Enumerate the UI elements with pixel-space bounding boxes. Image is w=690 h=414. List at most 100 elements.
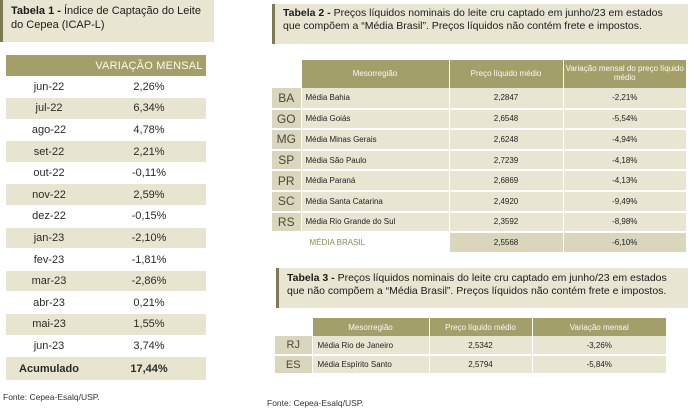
variation-cell: -5,84% [532,355,666,375]
month-cell: jun-23 [6,335,92,358]
variation-cell: -4,13% [563,170,686,192]
variation-cell: -4,94% [563,129,686,151]
variation-cell: 1,55% [92,313,206,336]
month-cell: fev-23 [6,248,92,271]
table-row: MG Média Minas Gerais 2,6248 -4,94% [272,129,686,151]
variation-cell: -4,18% [563,149,686,172]
price-cell: 2,5794 [429,355,533,375]
uf-badge: PR [272,170,302,192]
table3-header-price: Preço líquido médio [429,318,533,336]
total-uf-empty [272,232,302,254]
variation-cell: 4,78% [92,119,206,142]
table3-source: Fonte: Cepea-Esalq/USP. [267,398,364,408]
variation-cell: -5,54% [563,108,686,131]
table1-title: Tabela 1 - Índice de Captação do Leite d… [0,0,214,42]
price-cell: 2,3592 [449,211,564,234]
month-cell: dez-22 [6,205,92,228]
table1-header-row: VARIAÇÃO MENSAL [6,55,206,76]
month-cell: jul-22 [6,97,92,120]
total-variation: -6,10% [563,232,686,254]
region-name-cell: Média São Paulo [301,149,450,172]
table-row: jan-23 -2,10% [6,227,206,250]
variation-cell: 6,34% [92,97,206,120]
table1-header-variation: VARIAÇÃO MENSAL [92,55,206,76]
table3-header-variation: Variação mensal [532,318,666,336]
table2-header-row: Mesorregião Preço líquido médio Variação… [272,60,686,88]
month-cell: jun-22 [6,76,92,99]
table1: VARIAÇÃO MENSAL jun-22 2,26% jul-22 6,34% ag… [6,55,206,382]
table2-header-variation: Variação mensal do preço líquido médio [563,60,686,88]
uf-badge: GO [272,108,302,131]
table-row: RJ Média Rio de Janeiro 2,5342 -3,26% [275,336,666,356]
table2-header-empty [272,60,302,88]
table-row: jun-22 2,26% [6,76,206,99]
total-price: 2,5568 [449,232,564,254]
table-row: BA Média Bahia 2,2847 -2,21% [272,88,686,110]
table-row: SC Média Santa Catarina 2,4920 -9,49% [272,190,686,213]
table1-title-text: Índice de Captação do Leite do Cepea (IC… [11,5,201,32]
variation-cell: -2,86% [92,270,206,293]
table3-title-text: Preços líquidos nominais do leite cru ca… [287,272,667,298]
region-name-cell: Média Rio de Janeiro [312,336,430,356]
table-row: mar-23 -2,86% [6,270,206,293]
table3-title-label: Tabela 3 - [287,272,335,284]
total-label: MÉDIA BRASIL [301,232,450,254]
month-cell: ago-22 [6,119,92,142]
month-cell: jan-23 [6,227,92,250]
table1-title-label: Tabela 1 - [11,5,61,17]
month-cell: abr-23 [6,291,92,315]
table1-source: Fonte: Cepea-Esalq/USP. [3,392,100,402]
table2: Mesorregião Preço líquido médio Variação… [272,60,686,254]
table2-title-label: Tabela 2 - [283,7,331,19]
variation-cell: -1,81% [92,248,206,271]
region-name-cell: Média Minas Gerais [301,129,450,151]
variation-cell: -9,49% [563,190,686,213]
price-cell: 2,6248 [449,129,564,151]
month-cell: mai-23 [6,313,92,336]
table2-total-row: MÉDIA BRASIL 2,5568 -6,10% [272,232,686,254]
table-row: RS Média Rio Grande do Sul 2,3592 -8,98% [272,211,686,234]
variation-cell: -0,15% [92,205,206,228]
uf-badge: SC [272,190,302,213]
price-cell: 2,6869 [449,170,564,192]
table3-header-empty [275,318,313,336]
uf-badge: BA [272,88,302,110]
month-cell: nov-22 [6,183,92,207]
month-cell: out-22 [6,162,92,185]
region-name-cell: Média Paraná [301,170,450,192]
month-cell: set-22 [6,140,92,163]
table-row: abr-23 0,21% [6,291,206,315]
table-row: nov-22 2,59% [6,183,206,207]
table-row: mai-23 1,55% [6,313,206,336]
table1-header-empty [6,55,92,76]
price-cell: 2,6548 [449,108,564,131]
table3-title: Tabela 3 - Preços líquidos nominais do l… [276,268,688,308]
variation-cell: 0,21% [92,291,206,315]
variation-cell: 2,26% [92,76,206,99]
table-row: jul-22 6,34% [6,97,206,120]
table1-total-row: Acumulado 17,44% [6,356,206,382]
month-cell: mar-23 [6,270,92,293]
table2-header-region: Mesorregião [301,60,450,88]
variation-cell: 2,21% [92,140,206,163]
price-cell: 2,5342 [429,336,533,356]
price-cell: 2,7239 [449,149,564,172]
region-name-cell: Média Espírito Santo [312,355,430,375]
uf-badge: SP [272,149,302,172]
table3-header-region: Mesorregião [312,318,430,336]
uf-badge: MG [272,129,302,151]
table2-header-price: Preço líquido médio [449,60,564,88]
table-row: out-22 -0,11% [6,162,206,185]
table-row: fev-23 -1,81% [6,248,206,271]
price-cell: 2,4920 [449,190,564,213]
variation-cell: 3,74% [92,335,206,358]
region-name-cell: Média Bahia [301,88,450,110]
variation-cell: -3,26% [532,336,666,356]
variation-cell: -2,10% [92,227,206,250]
uf-badge: ES [275,355,313,375]
table-row: SP Média São Paulo 2,7239 -4,18% [272,149,686,172]
table2-title-text: Preços líquidos nominais do leite cru ca… [283,7,663,33]
table3-header-row: Mesorregião Preço líquido médio Variação… [275,318,666,336]
variation-cell: -8,98% [563,211,686,234]
table-row: ago-22 4,78% [6,119,206,142]
